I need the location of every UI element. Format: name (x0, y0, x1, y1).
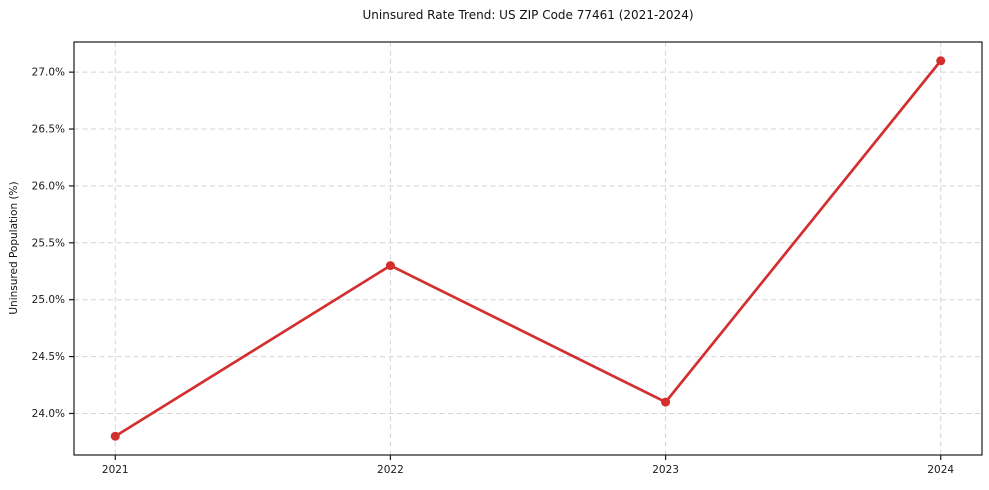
y-tick-label: 26.5% (32, 124, 65, 136)
data-point-2023 (661, 397, 671, 407)
plot-border (73, 41, 983, 456)
y-tick-label: 24.5% (32, 351, 65, 363)
y-tick-label: 25.5% (32, 237, 65, 249)
data-point-2022 (385, 261, 395, 271)
trend-line (113, 59, 943, 438)
y-tick-label: 25.0% (32, 294, 65, 306)
chart-title: Uninsured Rate Trend: US ZIP Code 77461 … (362, 8, 694, 22)
x-tick-label: 2023 (652, 464, 679, 476)
data-point-2021 (110, 431, 120, 441)
x-tick-label: 2021 (102, 464, 129, 476)
y-tick-label: 26.0% (32, 180, 65, 192)
data-point-2024 (936, 56, 946, 66)
y-tick-label: 24.0% (32, 408, 65, 420)
x-tick-label: 2022 (377, 464, 404, 476)
y-tick-label: 27.0% (32, 67, 65, 79)
x-tick-label: 2024 (927, 464, 954, 476)
